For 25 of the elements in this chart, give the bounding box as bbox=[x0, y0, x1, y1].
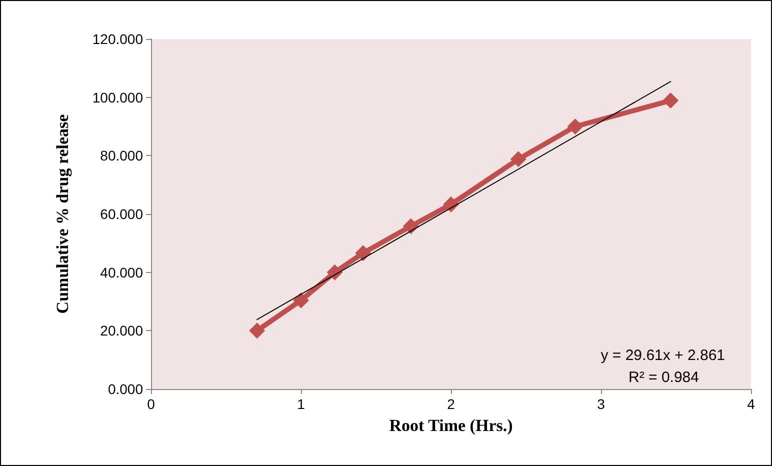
x-tick-label: 1 bbox=[297, 396, 306, 412]
point bbox=[443, 196, 459, 212]
point bbox=[510, 151, 526, 168]
x-tick-label: 4 bbox=[747, 396, 756, 412]
point bbox=[355, 245, 372, 262]
point bbox=[402, 218, 419, 234]
x-tick-label: 3 bbox=[597, 396, 606, 412]
y-tick-label: 0.000 bbox=[108, 381, 144, 397]
x-axis-title: Root Time (Hrs.) bbox=[389, 416, 513, 435]
point bbox=[326, 264, 343, 280]
x-tick-label: 2 bbox=[447, 396, 456, 412]
point bbox=[249, 322, 266, 339]
y-tick-label: 120.000 bbox=[92, 31, 144, 47]
y-tick-label: 40.000 bbox=[100, 264, 144, 280]
y-axis-title: Cumulative % drug release bbox=[53, 114, 72, 314]
y-tick-label: 100.000 bbox=[92, 89, 144, 106]
annotation: y = 29.61x + 2.861 bbox=[600, 347, 725, 364]
point bbox=[567, 118, 584, 134]
y-tick-label: 20.000 bbox=[100, 322, 144, 339]
y-tick-label: 80.000 bbox=[100, 148, 144, 164]
annotation: R² = 0.984 bbox=[628, 369, 700, 386]
point bbox=[293, 292, 309, 308]
y-tick-label: 60.000 bbox=[100, 206, 144, 222]
point bbox=[662, 92, 679, 109]
x-tick-label: 0 bbox=[147, 396, 156, 412]
